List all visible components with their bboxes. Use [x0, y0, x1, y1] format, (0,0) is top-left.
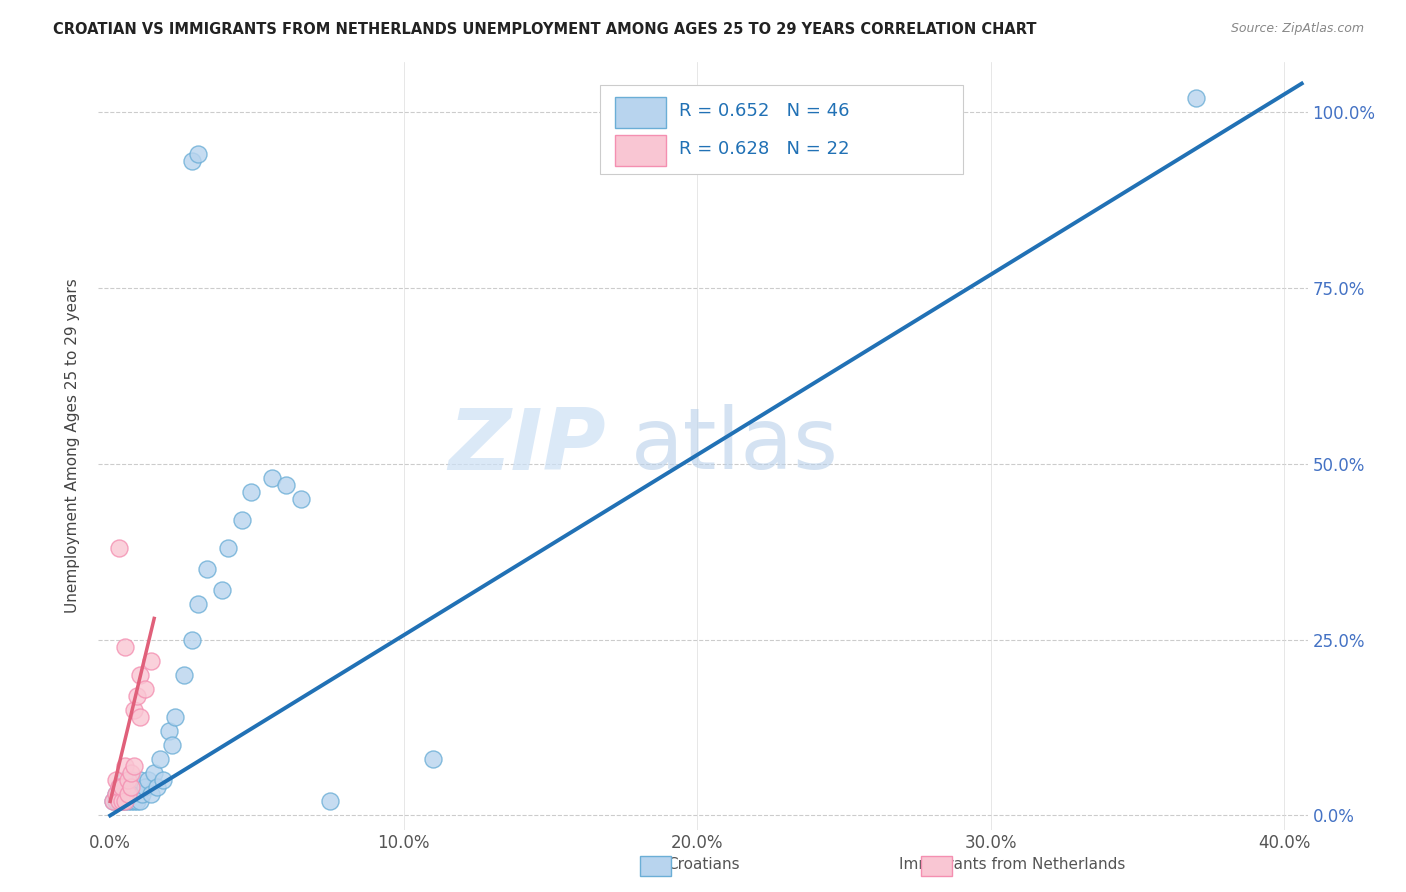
Point [122, 780, 145, 795]
Y-axis label: Unemployment Among Ages 25 to 29 years: Unemployment Among Ages 25 to 29 years [65, 278, 80, 614]
Point [120, 780, 142, 795]
Point [108, 780, 131, 795]
Text: ZIP: ZIP [449, 404, 606, 488]
Point [108, 794, 131, 808]
Point [136, 773, 159, 788]
Point [117, 794, 139, 808]
Point [111, 794, 134, 808]
Point [125, 689, 148, 703]
Point [120, 766, 142, 780]
Point [114, 794, 136, 808]
Point [276, 477, 298, 491]
Point [187, 598, 209, 612]
Point [111, 794, 134, 808]
Point [149, 752, 172, 766]
Text: R = 0.652   N = 46: R = 0.652 N = 46 [679, 102, 849, 120]
Point [122, 703, 145, 717]
Point [141, 654, 163, 668]
Point [105, 788, 128, 802]
Point [108, 788, 131, 802]
Point [108, 794, 131, 808]
Point [125, 794, 148, 808]
Text: R = 0.628   N = 22: R = 0.628 N = 22 [679, 140, 849, 158]
Point [105, 788, 128, 802]
Point [111, 780, 134, 795]
Point [422, 752, 444, 766]
Point [240, 484, 263, 499]
Point [128, 794, 150, 808]
Point [181, 153, 204, 168]
FancyBboxPatch shape [600, 86, 963, 174]
Point [173, 667, 195, 681]
Text: Immigrants from Netherlands: Immigrants from Netherlands [898, 857, 1126, 872]
Point [160, 738, 183, 752]
Point [101, 794, 124, 808]
Point [111, 780, 134, 795]
Point [260, 471, 283, 485]
Point [211, 583, 233, 598]
Point [319, 794, 342, 808]
Point [141, 788, 163, 802]
Point [131, 788, 153, 802]
FancyBboxPatch shape [614, 97, 665, 128]
Point [108, 780, 131, 795]
Point [108, 541, 131, 555]
Point [114, 759, 136, 773]
Point [157, 724, 180, 739]
Point [101, 794, 124, 808]
Point [128, 773, 150, 788]
Point [122, 794, 145, 808]
Point [146, 780, 169, 795]
Point [217, 541, 239, 555]
Point [114, 788, 136, 802]
Point [128, 667, 150, 681]
Point [134, 681, 156, 696]
Point [105, 773, 128, 788]
Point [181, 632, 204, 647]
Point [134, 780, 156, 795]
Point [120, 773, 142, 788]
Point [152, 773, 174, 788]
Point [120, 794, 142, 808]
Point [114, 640, 136, 654]
Point [143, 766, 166, 780]
Point [163, 710, 186, 724]
Point [114, 773, 136, 788]
Text: atlas: atlas [630, 404, 838, 488]
Point [117, 773, 139, 788]
Point [105, 794, 128, 808]
Point [117, 788, 139, 802]
Point [1185, 90, 1208, 104]
Point [122, 759, 145, 773]
Point [195, 562, 218, 576]
Point [290, 491, 312, 506]
Text: Source: ZipAtlas.com: Source: ZipAtlas.com [1230, 22, 1364, 36]
Point [117, 788, 139, 802]
Point [231, 513, 253, 527]
Text: CROATIAN VS IMMIGRANTS FROM NETHERLANDS UNEMPLOYMENT AMONG AGES 25 TO 29 YEARS C: CROATIAN VS IMMIGRANTS FROM NETHERLANDS … [53, 22, 1038, 37]
Point [128, 710, 150, 724]
Text: Croatians: Croatians [666, 857, 740, 872]
FancyBboxPatch shape [614, 136, 665, 166]
Point [114, 794, 136, 808]
Point [187, 147, 209, 161]
